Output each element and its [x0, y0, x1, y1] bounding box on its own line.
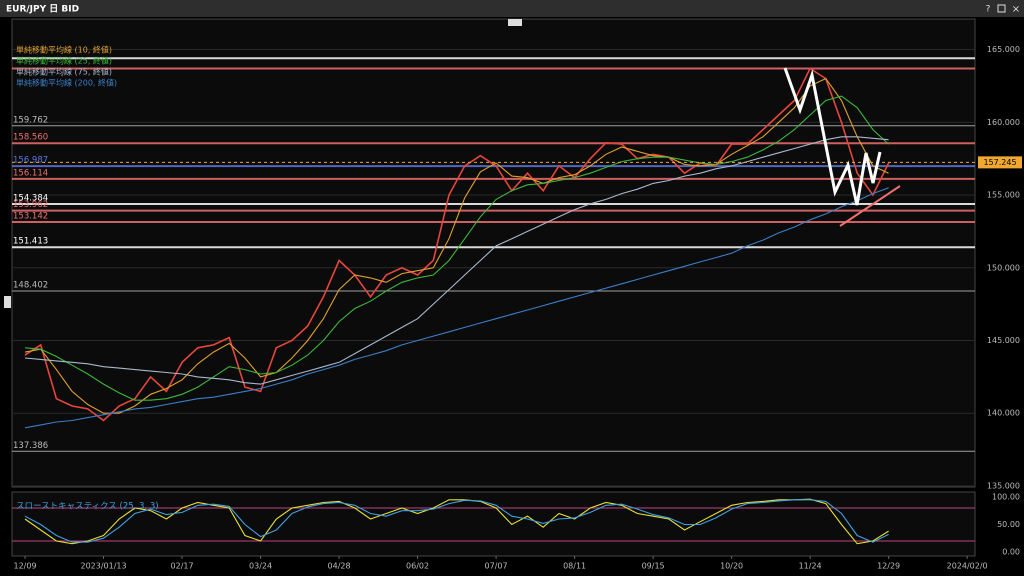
y-tick-label: 160.000 — [987, 118, 1020, 127]
y-tick-label: 165.000 — [987, 45, 1020, 54]
series-line — [24, 77, 889, 414]
x-tick-label: 06/02 — [406, 562, 429, 571]
collapse-toggle[interactable] — [508, 19, 522, 26]
y-tick-label: 150.000 — [987, 263, 1020, 272]
legend-entry: 単純移動平均線 (75, 終値) — [16, 67, 112, 77]
level-label: 151.413 — [13, 237, 48, 247]
trend-line — [839, 185, 901, 227]
indicator-title: スローストキャスティクス (25, 3, 3) — [16, 502, 159, 512]
y-tick-label: 155.000 — [987, 191, 1020, 200]
y-tick-label: 145.000 — [987, 336, 1020, 345]
level-label: 153.142 — [13, 212, 48, 222]
y-tick-label: 50.00 — [997, 520, 1020, 529]
series-line — [24, 187, 889, 429]
stoch-chart: 0.00 50.00 100.00 スローストキャスティクス (25, 3, 3) — [12, 493, 1020, 556]
level-label: 148.402 — [13, 281, 48, 291]
level-label: 153.962 — [13, 200, 48, 210]
maximize-button[interactable] — [997, 4, 1006, 13]
y-tick-label: 100.00 — [992, 493, 1020, 502]
side-toggle[interactable] — [4, 296, 11, 308]
legend-entry: 単純移動平均線 (200, 終値) — [16, 78, 117, 88]
x-tick-label: 2024/02/0 — [947, 562, 988, 571]
series-line — [24, 498, 889, 545]
level-label: 137.386 — [13, 441, 48, 451]
last-price-label: 157.245 — [983, 158, 1016, 167]
close-button[interactable]: × — [1012, 4, 1020, 15]
main-plot — [11, 18, 976, 488]
y-tick-label: 140.000 — [987, 409, 1020, 418]
price-chart: 135.000 140.000 145.000 150.000 155.000 160.0… — [12, 45, 1022, 571]
last-price-badge — [978, 156, 1022, 169]
level-label: 159.762 — [13, 115, 48, 125]
x-tick-label: 12/09 — [14, 562, 37, 571]
title-bar — [0, 0, 1024, 17]
help-button[interactable]: ? — [986, 5, 991, 15]
x-tick-label: 04/28 — [328, 562, 351, 571]
x-tick-label: 10/20 — [720, 562, 743, 571]
x-tick-label: 09/15 — [642, 562, 665, 571]
legend-entry: 単純移動平均線 (25, 終値) — [16, 56, 112, 66]
level-label: 154.384 — [13, 193, 48, 203]
x-tick-label: 11/24 — [799, 562, 822, 571]
level-label: 156.114 — [13, 168, 48, 178]
stoch-plot — [11, 491, 976, 557]
x-tick-label: 03/24 — [249, 562, 272, 571]
y-tick-label: 135.000 — [987, 481, 1020, 490]
series-line — [24, 499, 889, 543]
x-tick-label: 12/29 — [877, 562, 900, 571]
level-label: 158.560 — [13, 133, 48, 143]
x-tick-label: 07/07 — [485, 562, 508, 571]
legend-entry: 単純移動平均線 (10, 終値) — [16, 45, 112, 55]
pattern-annotation — [783, 67, 882, 206]
y-tick-label: 0.00 — [1002, 547, 1020, 556]
x-tick-label: 08/11 — [563, 562, 586, 571]
x-tick-label: 02/17 — [171, 562, 194, 571]
series-line — [24, 95, 889, 401]
x-tick-label: 2023/01/13 — [80, 562, 126, 571]
window-title: EUR/JPY 日 BID — [6, 4, 79, 15]
level-label: 156.987 — [13, 156, 48, 166]
